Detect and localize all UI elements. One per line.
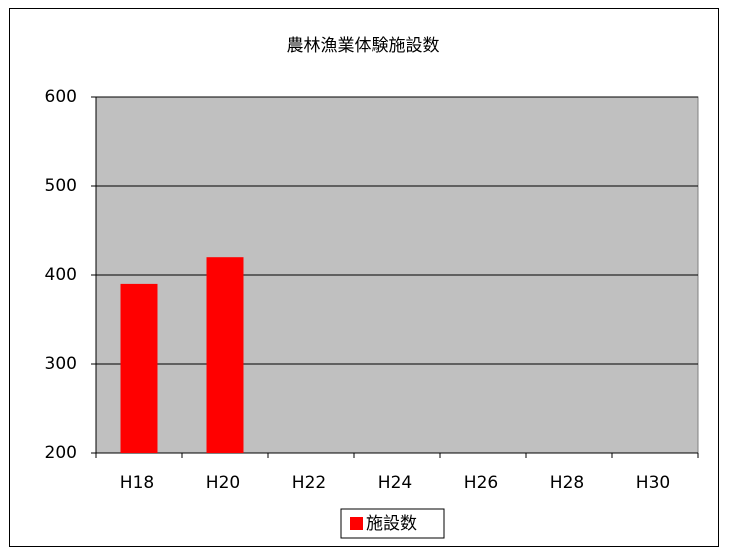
chart-title: 農林漁業体験施設数 — [287, 36, 440, 56]
legend-swatch — [350, 517, 363, 530]
x-tick-label: H28 — [550, 473, 584, 493]
y-tick-label: 500 — [45, 176, 77, 196]
bar — [206, 257, 244, 453]
x-tick-label: H30 — [636, 473, 670, 493]
x-tick-label: H24 — [378, 473, 412, 493]
x-tick-label: H18 — [120, 473, 154, 493]
y-tick-label: 400 — [45, 265, 77, 285]
x-tick-label: H22 — [292, 473, 326, 493]
legend-label: 施設数 — [366, 514, 417, 534]
y-tick-label: 300 — [45, 354, 77, 374]
x-tick-label: H20 — [206, 473, 240, 493]
y-tick-label: 200 — [45, 443, 77, 463]
bar — [120, 283, 158, 453]
y-tick-label: 600 — [45, 87, 77, 107]
x-tick-label: H26 — [464, 473, 498, 493]
